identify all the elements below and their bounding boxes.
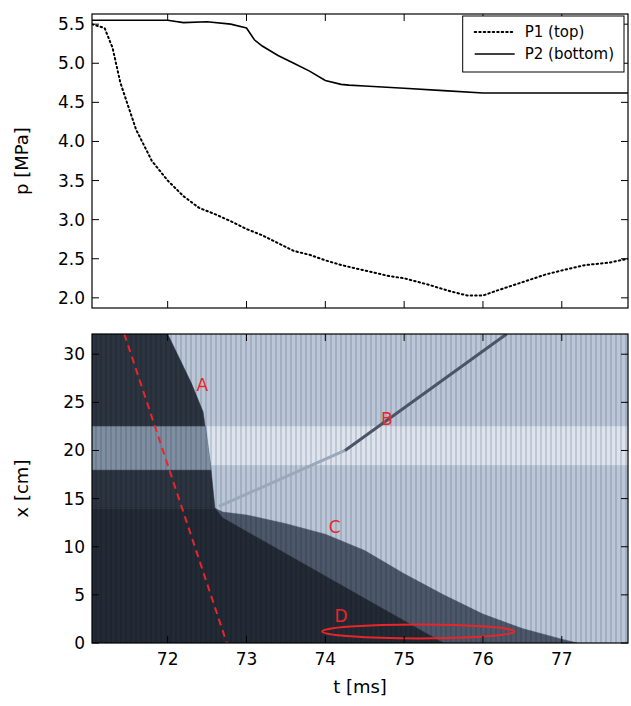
- plot-frame: [92, 334, 628, 643]
- y-tick-label: 5.0: [58, 53, 85, 73]
- x-tick: [167, 301, 168, 308]
- figure: 2.02.53.03.54.04.55.05.5p [MPa]P1 (top)P…: [0, 0, 631, 706]
- x-tick: [325, 334, 326, 341]
- y-tick: [92, 63, 99, 64]
- y-axis-title: x [cm]: [11, 460, 32, 518]
- y-tick-label: 20: [63, 440, 85, 460]
- y-tick-label: 10: [63, 537, 85, 557]
- x-axis-title: t [ms]: [333, 676, 387, 697]
- legend-label: P1 (top): [525, 23, 585, 41]
- y-tick: [92, 141, 99, 142]
- x-tick: [561, 636, 562, 643]
- image-line: [124, 334, 226, 643]
- y-tick: [621, 219, 628, 220]
- y-tick-label: 4.0: [58, 131, 85, 151]
- x-tick: [404, 636, 405, 643]
- y-tick: [621, 180, 628, 181]
- plot-area: [92, 334, 628, 643]
- series-line: [92, 20, 628, 93]
- x-tick-label: 74: [314, 649, 336, 669]
- y-tick: [92, 297, 99, 298]
- y-tick: [621, 498, 628, 499]
- annotation: B: [381, 409, 393, 429]
- y-tick: [92, 546, 99, 547]
- panel: 2.02.53.03.54.04.55.05.5p [MPa]P1 (top)P…: [11, 14, 628, 308]
- y-tick-label: 4.5: [58, 92, 85, 112]
- x-tick: [325, 14, 326, 21]
- image-line: [345, 334, 507, 450]
- y-tick: [621, 546, 628, 547]
- legend-sample: [475, 31, 515, 33]
- image-line: [219, 450, 345, 506]
- plot-frame: [92, 14, 628, 308]
- x-tick: [325, 301, 326, 308]
- y-tick-label: 2.5: [58, 249, 85, 269]
- y-tick-label: 3.5: [58, 171, 85, 191]
- legend: P1 (top) P2 (bottom): [463, 16, 624, 72]
- y-axis-title: p [MPa]: [11, 127, 32, 195]
- x-tick: [561, 334, 562, 341]
- y-tick: [621, 402, 628, 403]
- x-tick: [167, 334, 168, 341]
- y-tick: [92, 219, 99, 220]
- annotation: C: [329, 517, 341, 537]
- y-tick: [621, 258, 628, 259]
- y-tick: [621, 643, 628, 644]
- y-tick: [92, 594, 99, 595]
- x-tick: [246, 14, 247, 21]
- y-tick: [621, 102, 628, 103]
- legend-box: [463, 16, 624, 72]
- x-tick: [246, 334, 247, 341]
- y-tick: [621, 354, 628, 355]
- y-tick: [621, 297, 628, 298]
- x-tick-label: 73: [236, 649, 258, 669]
- y-tick: [92, 102, 99, 103]
- y-tick-label: 0: [74, 633, 85, 653]
- x-tick-label: 75: [393, 649, 415, 669]
- y-tick: [92, 354, 99, 355]
- y-tick: [621, 450, 628, 451]
- legend-sample: [475, 53, 515, 55]
- stripe-overlay: [92, 334, 628, 643]
- x-tick: [482, 334, 483, 341]
- panel: 72 73 74 75 76 77 0 5 10 15 20 25 30 x [cm] t [ms] A B C D: [11, 334, 628, 697]
- x-tick: [325, 636, 326, 643]
- legend-label: P2 (bottom): [525, 45, 614, 63]
- x-tick: [561, 301, 562, 308]
- annotation: D: [335, 606, 348, 626]
- y-tick: [92, 258, 99, 259]
- y-tick: [92, 643, 99, 644]
- x-tick: [482, 301, 483, 308]
- y-tick-label: 2.0: [58, 288, 85, 308]
- plot-area: [92, 20, 628, 295]
- x-tick-label: 72: [157, 649, 179, 669]
- y-tick-label: 15: [63, 489, 85, 509]
- x-tick: [404, 334, 405, 341]
- y-tick-label: 3.0: [58, 210, 85, 230]
- x-tick-label: 77: [551, 649, 573, 669]
- x-tick: [482, 636, 483, 643]
- y-tick-label: 25: [63, 392, 85, 412]
- x-tick: [167, 14, 168, 21]
- y-tick: [92, 498, 99, 499]
- y-tick: [92, 450, 99, 451]
- highlight-ellipse: [322, 625, 514, 639]
- x-tick: [167, 636, 168, 643]
- y-tick: [92, 24, 99, 25]
- y-tick-label: 30: [63, 344, 85, 364]
- image-region: [92, 334, 628, 643]
- x-tick: [246, 636, 247, 643]
- y-tick-label: 5: [74, 585, 85, 605]
- annotation: A: [197, 375, 209, 395]
- y-tick: [92, 180, 99, 181]
- x-tick: [246, 301, 247, 308]
- y-tick-label: 5.5: [58, 14, 85, 34]
- x-tick-label: 76: [472, 649, 494, 669]
- y-tick: [621, 141, 628, 142]
- y-tick: [92, 402, 99, 403]
- x-tick: [404, 14, 405, 21]
- y-tick: [621, 594, 628, 595]
- x-tick: [404, 301, 405, 308]
